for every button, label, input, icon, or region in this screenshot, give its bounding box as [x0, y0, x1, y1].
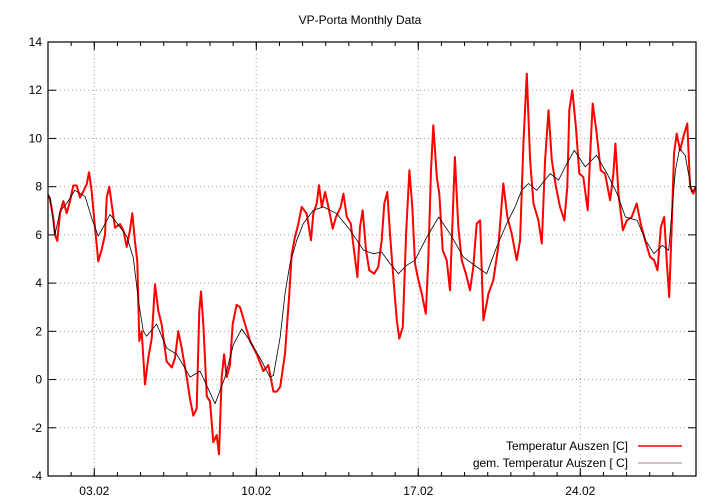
temperature-line	[47, 72, 697, 456]
x-tick-label: 24.02	[565, 484, 595, 498]
y-tick-label: 2	[35, 324, 42, 338]
y-tick-label: 4	[35, 276, 42, 290]
y-tick-label: 8	[35, 180, 42, 194]
x-tick-label: 17.02	[403, 484, 433, 498]
legend-label-temperature: Temperatur Auszen [C]	[506, 439, 628, 453]
y-tick-label: -4	[31, 469, 42, 483]
plot-frame	[47, 41, 697, 477]
y-tick-label: -2	[31, 421, 42, 435]
y-tick-label: 6	[35, 228, 42, 242]
x-tick-label: 10.02	[241, 484, 271, 498]
y-tick-label: 14	[29, 35, 43, 49]
y-tick-label: 12	[29, 83, 43, 97]
y-tick-label: 0	[35, 373, 42, 387]
x-tick-label: 03.02	[79, 484, 109, 498]
y-tick-label: 10	[29, 131, 43, 145]
grid	[48, 42, 696, 476]
legend-label-mean-temperature: gem. Temperatur Auszen [ C]	[473, 456, 628, 470]
legend: Temperatur Auszen [C] gem. Temperatur Au…	[473, 439, 682, 470]
axis-ticks: -4 -2 0 2 4 6 8 10 12 14 03.02 10.02 17.02 24.02	[29, 35, 697, 498]
mean-temperature-line	[47, 148, 697, 405]
chart-title: VP-Porta Monthly Data	[299, 13, 422, 27]
series-group	[47, 72, 697, 456]
